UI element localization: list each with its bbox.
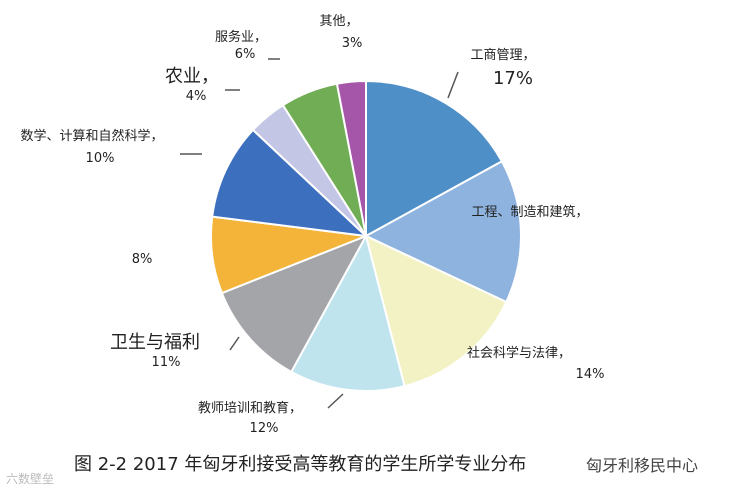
slice-percent-6: 8% [132,252,153,267]
pie-slice-7 [211,128,369,238]
watermark-left: 六数壁垒 [6,472,55,486]
slice-label-9: 服务业， [215,29,267,45]
leader-line-1 [447,71,459,99]
slice-label-3: 社会科学与法律， [467,345,571,361]
slice-label-1: 工商管理， [470,48,535,63]
slice-percent-8: 4% [186,89,207,104]
pie-slices [210,79,522,392]
pie-slice-3 [364,234,508,388]
watermark-text: 匈牙利移民中心 [586,456,699,475]
slice-percent-4: 12% [250,421,279,436]
slice-percent-3: 14% [576,367,605,382]
pie-slice-2 [363,159,522,304]
slice-percent-1: 17% [493,68,533,89]
slice-percent-9: 6% [235,47,256,62]
slice-percent-5: 11% [152,355,181,370]
pie-slice-1 [365,79,504,238]
slice-label-7: 数学、计算和自然科学， [20,128,163,144]
leader-line-4 [327,393,344,409]
pie-slice-5 [220,234,369,374]
slice-label-8: 农业， [165,66,219,87]
pie-slice-10 [335,79,367,237]
slice-label-10: 其他， [319,14,358,29]
leader-line-5 [229,336,240,351]
slice-label-2: 工程、制造和建筑， [471,204,588,220]
slice-label-5: 卫生与福利 [110,332,200,353]
slice-percent-10: 3% [342,36,363,51]
chart-title: 图 2-2 2017 年匈牙利接受高等教育的学生所学专业分布 [74,454,527,475]
slice-label-4: 教师培训和教育， [198,400,302,416]
pie-slice-4 [289,233,406,392]
pie-labels: 工商管理， 17% 工程、制造和建筑， 社会科学与法律， 14% 教师培训和教育， 12% 卫… [20,14,604,436]
slice-percent-7: 10% [86,151,115,166]
